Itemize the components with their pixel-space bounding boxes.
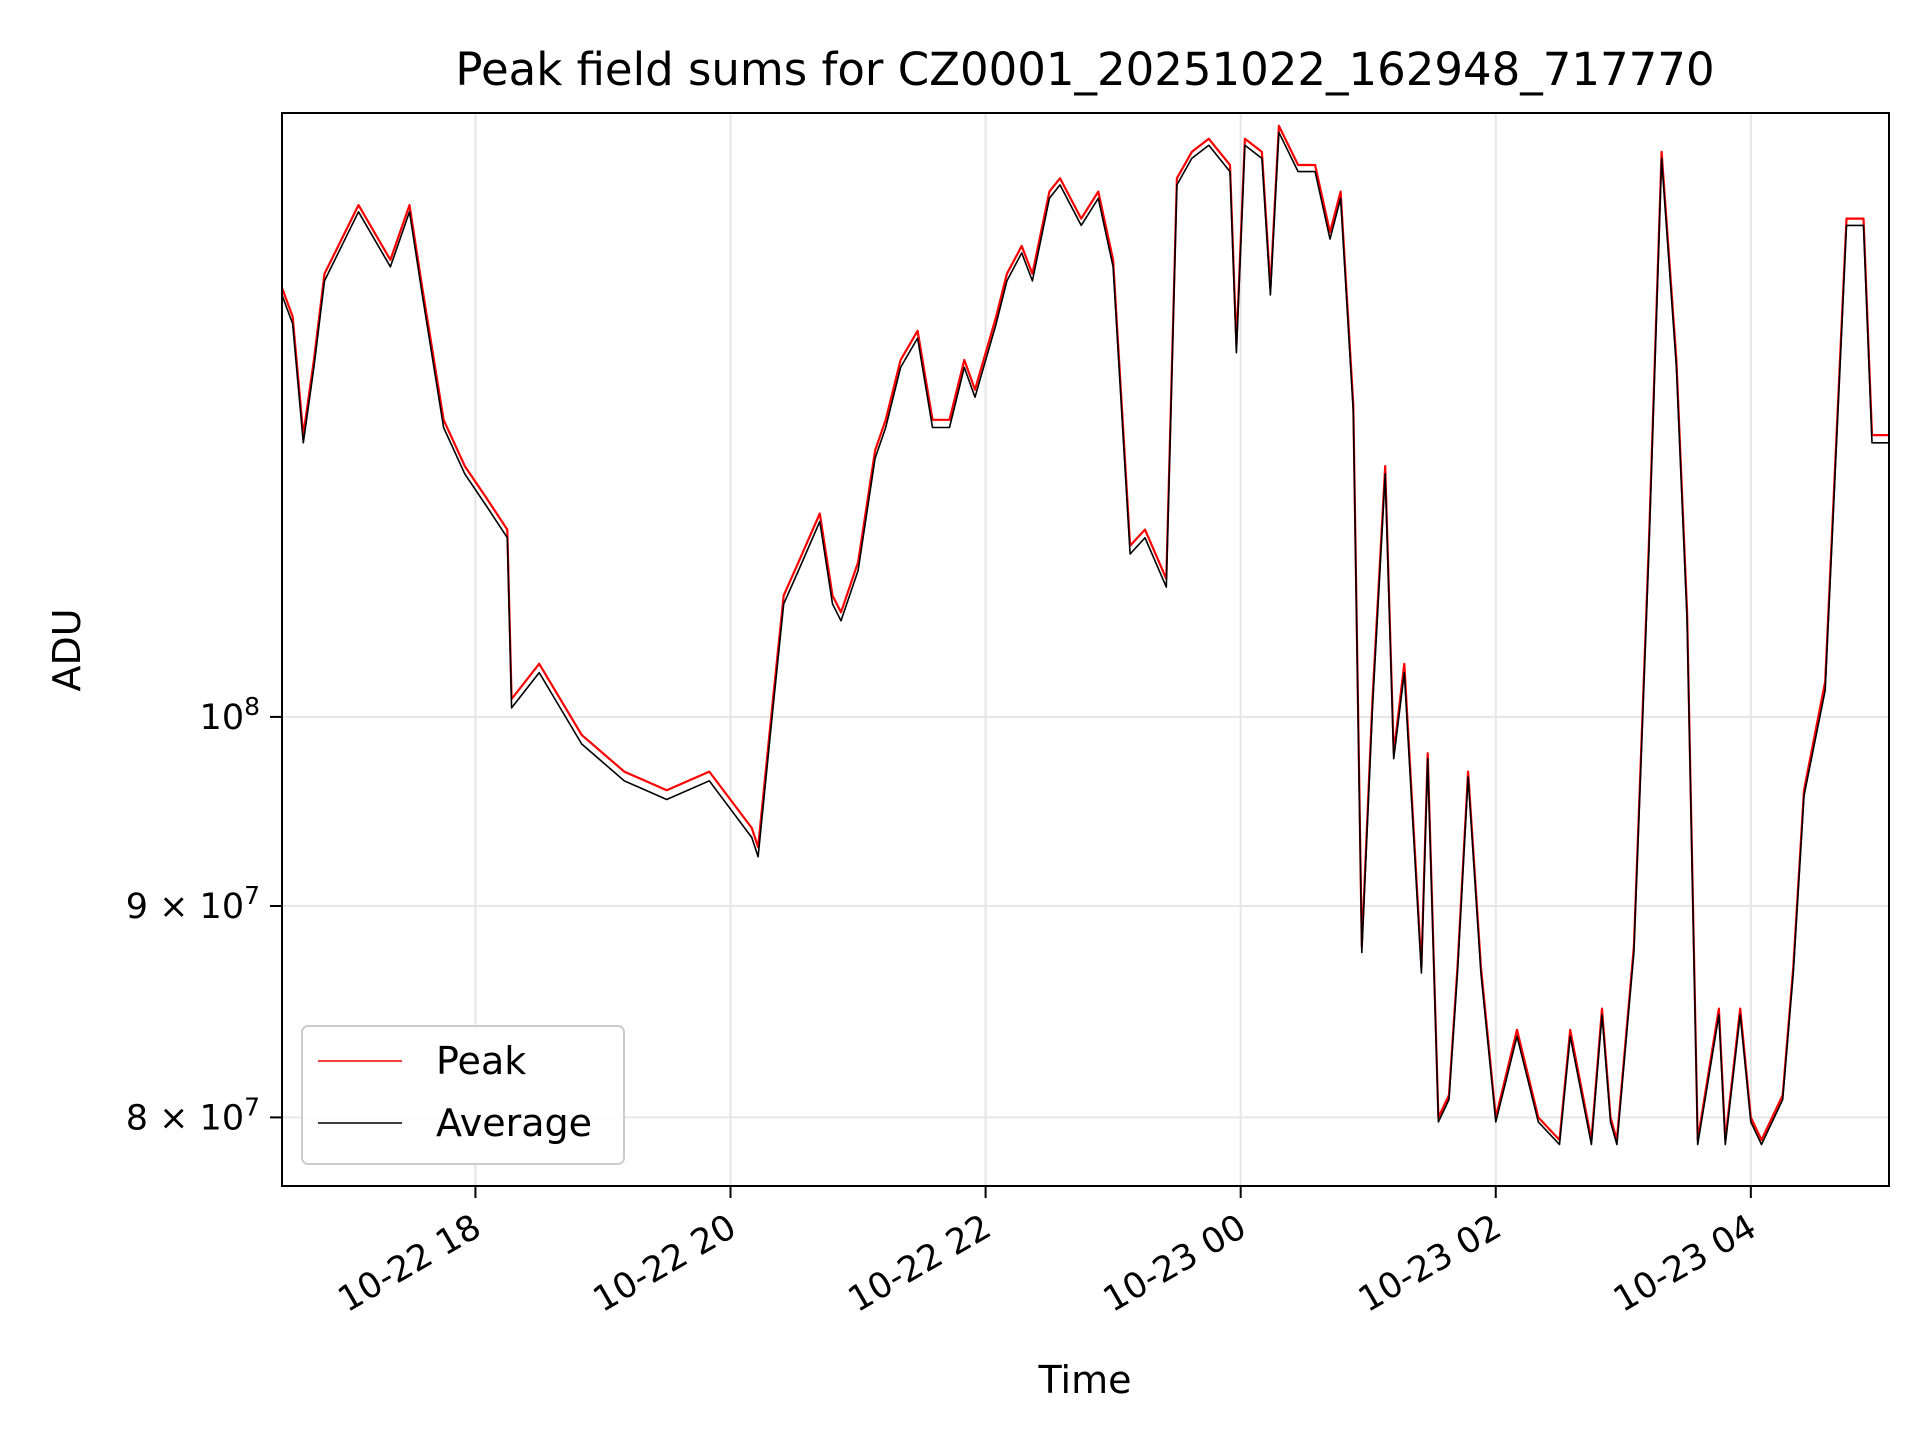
chart-title: Peak field sums for CZ0001_20251022_1629… xyxy=(455,43,1714,96)
y-axis-ticks: 108 9 × 107 8 × 107 xyxy=(126,692,282,1138)
series-group xyxy=(282,124,1889,1146)
legend-peak-label: Peak xyxy=(436,1039,526,1083)
y-axis-label: ADU xyxy=(45,608,89,691)
y-tick-label: 9 × 107 xyxy=(126,881,260,927)
y-tick-label: 8 × 107 xyxy=(126,1092,260,1138)
legend-average-label: Average xyxy=(436,1101,592,1145)
series-line-average xyxy=(282,131,1889,1146)
y-tick-label: 108 xyxy=(200,692,260,738)
plot-frame xyxy=(281,112,1890,1187)
x-axis-label: Time xyxy=(1038,1358,1132,1402)
legend: Peak Average xyxy=(301,1025,625,1165)
